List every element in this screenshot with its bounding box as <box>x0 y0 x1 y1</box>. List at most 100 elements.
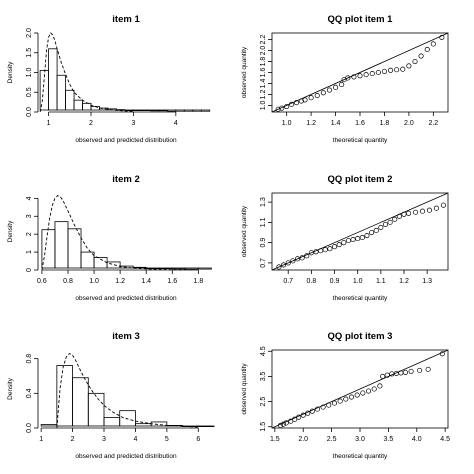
qq-point <box>357 73 363 79</box>
y-tick-label: 1.2 <box>260 89 267 99</box>
histogram-bar <box>197 267 212 270</box>
y-tick-label: 1.0 <box>26 68 33 78</box>
y-tick-label: 1.3 <box>260 197 267 207</box>
qq-point <box>300 412 306 418</box>
qq-point <box>302 97 308 103</box>
y-tick-label: 1.4 <box>260 79 267 89</box>
histogram-bar <box>56 74 66 111</box>
qq-point <box>284 103 290 110</box>
qq-point <box>412 58 418 65</box>
qq-point <box>294 256 301 262</box>
qq-point <box>326 402 332 408</box>
x-tick-label: 2 <box>89 120 93 127</box>
qq-point <box>382 221 389 227</box>
panel-title: QQ plot item 3 <box>328 331 393 342</box>
qq-point <box>331 400 338 406</box>
qq-point <box>354 392 360 398</box>
x-tick-label: 2.0 <box>404 120 414 127</box>
y-tick-label: 2.0 <box>260 46 267 56</box>
y-axis-label: Density <box>7 220 14 242</box>
x-tick-label: 1.2 <box>306 120 316 127</box>
qq-point <box>363 72 369 78</box>
panel-title: item 3 <box>112 331 139 342</box>
x-tick-label: 4 <box>174 120 178 127</box>
qq-point <box>308 250 314 256</box>
qq-point <box>283 420 289 426</box>
y-tick-label: 1.8 <box>260 57 267 67</box>
predicted-density-curve <box>39 32 134 113</box>
qq-point <box>293 100 299 106</box>
y-tick-label: 2.5 <box>260 397 267 407</box>
x-tick-label: 1.2 <box>399 278 409 285</box>
y-tick-label: 0.8 <box>26 354 33 364</box>
qq-point <box>359 235 365 241</box>
y-axis-label: observed quantity <box>241 363 248 415</box>
qq-point <box>419 208 426 214</box>
x-tick-label: 3 <box>102 436 106 443</box>
plot-frame <box>271 192 449 271</box>
x-tick-label: 2.2 <box>428 120 438 127</box>
qq-point <box>439 34 445 40</box>
qq-point <box>322 247 328 253</box>
qq-point <box>433 205 439 211</box>
qq-point <box>305 410 311 416</box>
x-axis-label: theoretical quantity <box>333 137 388 144</box>
x-tick-label: 1.1 <box>376 278 386 285</box>
qq-point <box>288 418 294 424</box>
panel-title: item 1 <box>112 14 140 25</box>
qq-point <box>314 92 320 99</box>
panel-3: item 2 observed and predicted distributio… <box>7 174 212 302</box>
y-tick-label: 2.0 <box>26 28 33 38</box>
qq-point <box>400 66 406 72</box>
qq-point <box>320 90 326 96</box>
y-axis-label: observed quantity <box>241 46 248 98</box>
qq-point <box>408 368 414 374</box>
qq-point <box>394 67 400 73</box>
histogram-bar <box>119 410 136 427</box>
histogram-bar <box>197 425 215 428</box>
x-tick-label: 3 <box>131 120 135 127</box>
qq-point <box>341 240 347 246</box>
panel-5: item 3 observed and predicted distributio… <box>7 331 215 460</box>
qq-point <box>387 219 393 225</box>
x-tick-label: 1 <box>39 436 43 443</box>
qq-point <box>402 369 408 375</box>
qq-point <box>290 258 296 264</box>
y-tick-label: 1.6 <box>260 68 267 78</box>
y-tick-label: 0.7 <box>260 258 267 268</box>
x-tick-label: 0.8 <box>307 278 317 285</box>
qq-point <box>313 249 319 255</box>
qq-point <box>348 394 355 400</box>
panel-2: QQ plot item 1 theoretical quantity observ… <box>241 14 449 144</box>
qq-point <box>279 105 285 111</box>
x-tick-label: 1.8 <box>380 120 390 127</box>
histogram-bar <box>41 229 56 269</box>
x-tick-label: 5 <box>165 436 169 443</box>
qq-point <box>401 211 407 217</box>
qq-point <box>365 388 372 394</box>
panel-title: QQ plot item 1 <box>328 14 394 25</box>
histogram-bar <box>106 261 121 269</box>
qq-point <box>314 406 320 412</box>
histogram-bar <box>166 109 177 112</box>
qq-point <box>425 366 431 372</box>
qq-point <box>281 262 287 268</box>
qq-point <box>304 253 310 259</box>
qq-point <box>392 216 398 222</box>
histogram-bar <box>133 109 143 112</box>
x-axis-label: theoretical quantity <box>333 295 388 302</box>
y-tick-label: 2 <box>26 232 33 236</box>
y-tick-label: 1.1 <box>260 217 267 227</box>
qq-point <box>308 95 314 101</box>
x-tick-label: 3.0 <box>355 436 365 443</box>
y-tick-label: 0.4 <box>26 388 33 398</box>
y-axis-label: observed quantity <box>241 205 248 257</box>
histogram-bar <box>73 99 83 111</box>
qq-point <box>377 383 383 389</box>
histogram-bar <box>48 48 58 111</box>
histogram-bar <box>124 109 134 112</box>
reference-line <box>271 192 449 271</box>
qq-point <box>292 416 298 422</box>
qq-point <box>378 224 384 230</box>
